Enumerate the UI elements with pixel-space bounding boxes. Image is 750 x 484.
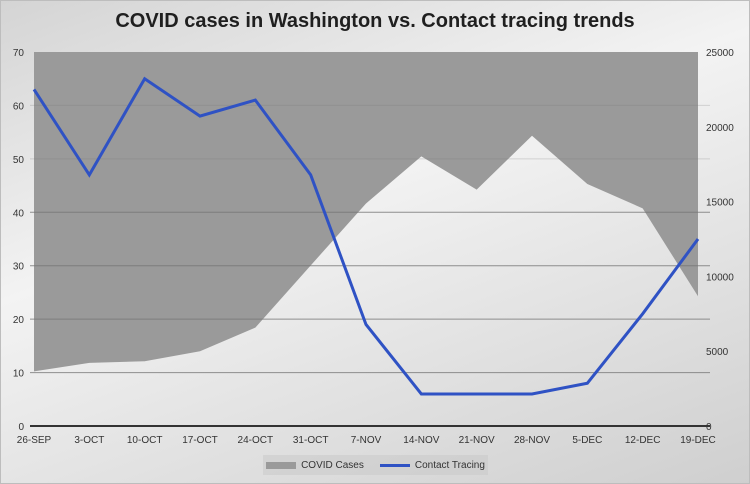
left-tick-label: 50 <box>13 155 25 166</box>
right-tick-label: 5000 <box>706 347 729 358</box>
x-tick-label: 10-OCT <box>127 435 163 446</box>
right-tick-label: 15000 <box>706 198 734 209</box>
x-tick-label: 3-OCT <box>74 435 104 446</box>
legend-label: Contact Tracing <box>414 459 485 471</box>
left-tick-label: 70 <box>13 48 25 59</box>
area-covid-cases <box>34 52 698 372</box>
x-tick-label: 7-NOV <box>351 435 382 446</box>
left-tick-label: 20 <box>13 315 25 326</box>
right-tick-label: 0 <box>706 422 712 433</box>
x-tick-label: 26-SEP <box>17 435 52 446</box>
legend-swatch-area <box>266 461 297 469</box>
x-tick-label: 5-DEC <box>572 435 602 446</box>
legend-item-contact-tracing: Contact Tracing <box>379 459 485 471</box>
x-tick-label: 28-NOV <box>514 435 550 446</box>
left-tick-label: 10 <box>13 369 25 380</box>
x-tick-label: 31-OCT <box>293 435 329 446</box>
left-tick-label: 40 <box>13 208 25 219</box>
x-tick-label: 14-NOV <box>403 435 439 446</box>
x-tick-label: 17-OCT <box>182 435 218 446</box>
left-tick-label: 30 <box>13 262 25 273</box>
legend-swatch-line <box>379 463 410 467</box>
left-tick-label: 60 <box>13 101 25 112</box>
legend: COVID Cases Contact Tracing <box>263 455 488 475</box>
right-tick-label: 20000 <box>706 123 734 134</box>
x-tick-label: 19-DEC <box>680 435 716 446</box>
right-tick-label: 25000 <box>706 48 734 59</box>
x-tick-label: 12-DEC <box>625 435 661 446</box>
left-tick-label: 0 <box>18 422 24 433</box>
x-tick-label: 24-OCT <box>238 435 274 446</box>
legend-item-covid-cases: COVID Cases <box>266 460 364 471</box>
chart-title: COVID cases in Washington vs. Contact tr… <box>115 10 635 32</box>
x-tick-label: 21-NOV <box>459 435 495 446</box>
right-tick-label: 10000 <box>706 272 734 283</box>
legend-label: COVID Cases <box>301 459 364 471</box>
